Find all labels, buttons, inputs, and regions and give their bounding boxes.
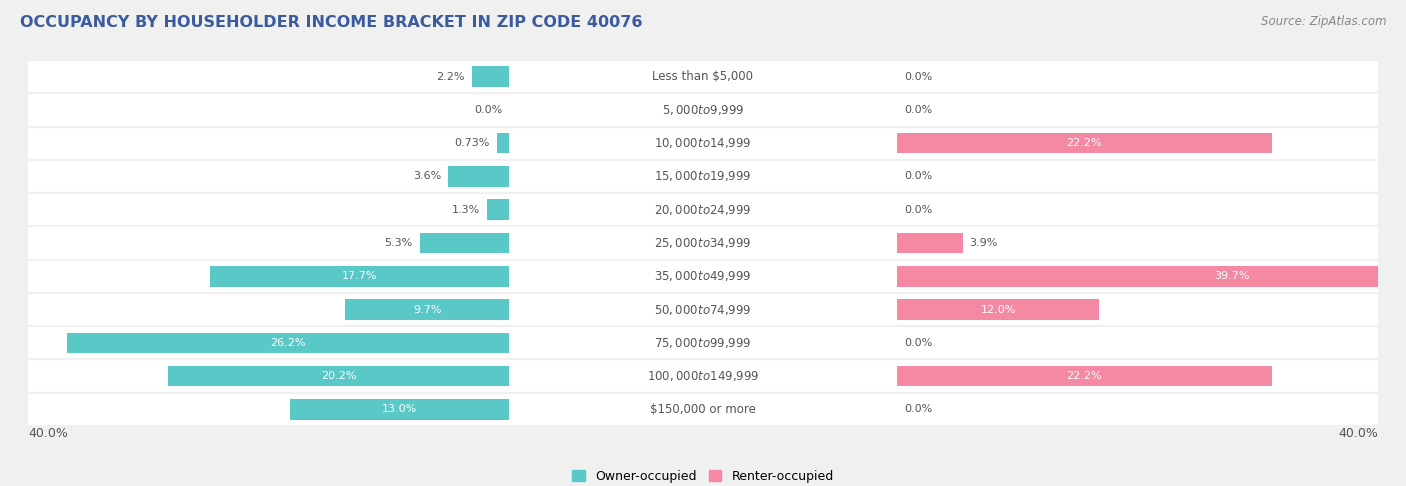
Text: 12.0%: 12.0% <box>980 305 1017 314</box>
Bar <box>449 166 509 187</box>
Bar <box>897 233 963 253</box>
Text: 22.2%: 22.2% <box>1067 138 1102 148</box>
Bar <box>28 93 1378 126</box>
Bar <box>28 126 1378 160</box>
Bar <box>486 199 509 220</box>
Bar <box>897 133 1271 154</box>
Text: $15,000 to $19,999: $15,000 to $19,999 <box>654 170 752 183</box>
Text: 0.0%: 0.0% <box>904 205 932 215</box>
Text: Source: ZipAtlas.com: Source: ZipAtlas.com <box>1261 15 1386 28</box>
Text: 20.2%: 20.2% <box>321 371 356 381</box>
Bar <box>211 266 509 287</box>
Text: 39.7%: 39.7% <box>1215 271 1250 281</box>
Bar <box>28 393 1378 426</box>
Text: $5,000 to $9,999: $5,000 to $9,999 <box>662 103 744 117</box>
Bar <box>496 133 509 154</box>
Text: 3.6%: 3.6% <box>413 172 441 181</box>
Text: 13.0%: 13.0% <box>381 404 418 415</box>
Text: 0.0%: 0.0% <box>904 404 932 415</box>
Bar <box>28 326 1378 360</box>
Bar <box>28 160 1378 193</box>
Legend: Owner-occupied, Renter-occupied: Owner-occupied, Renter-occupied <box>568 465 838 486</box>
Text: $50,000 to $74,999: $50,000 to $74,999 <box>654 303 752 316</box>
Bar <box>290 399 509 420</box>
Bar <box>28 360 1378 393</box>
Bar <box>472 66 509 87</box>
Text: 17.7%: 17.7% <box>342 271 377 281</box>
Bar <box>28 226 1378 260</box>
Text: $20,000 to $24,999: $20,000 to $24,999 <box>654 203 752 217</box>
Text: 3.9%: 3.9% <box>970 238 998 248</box>
Text: $100,000 to $149,999: $100,000 to $149,999 <box>647 369 759 383</box>
Text: 40.0%: 40.0% <box>28 427 67 440</box>
Text: $10,000 to $14,999: $10,000 to $14,999 <box>654 136 752 150</box>
Bar <box>419 233 509 253</box>
Text: 1.3%: 1.3% <box>453 205 481 215</box>
Text: 9.7%: 9.7% <box>413 305 441 314</box>
Bar <box>897 366 1271 386</box>
Bar <box>169 366 509 386</box>
Text: $75,000 to $99,999: $75,000 to $99,999 <box>654 336 752 350</box>
Text: $150,000 or more: $150,000 or more <box>650 403 756 416</box>
Bar <box>897 299 1099 320</box>
Text: 0.0%: 0.0% <box>904 105 932 115</box>
Text: 2.2%: 2.2% <box>437 71 465 82</box>
Text: 40.0%: 40.0% <box>1339 427 1378 440</box>
Text: 0.73%: 0.73% <box>454 138 489 148</box>
Text: 5.3%: 5.3% <box>385 238 413 248</box>
Bar <box>346 299 509 320</box>
Text: $25,000 to $34,999: $25,000 to $34,999 <box>654 236 752 250</box>
Bar <box>28 60 1378 93</box>
Text: 0.0%: 0.0% <box>904 338 932 348</box>
Text: 0.0%: 0.0% <box>474 105 502 115</box>
Text: 22.2%: 22.2% <box>1067 371 1102 381</box>
Text: 0.0%: 0.0% <box>904 71 932 82</box>
Bar <box>28 260 1378 293</box>
Bar <box>28 193 1378 226</box>
Text: OCCUPANCY BY HOUSEHOLDER INCOME BRACKET IN ZIP CODE 40076: OCCUPANCY BY HOUSEHOLDER INCOME BRACKET … <box>20 15 643 30</box>
Text: $35,000 to $49,999: $35,000 to $49,999 <box>654 269 752 283</box>
Bar <box>897 266 1406 287</box>
Text: 0.0%: 0.0% <box>904 172 932 181</box>
Text: Less than $5,000: Less than $5,000 <box>652 70 754 83</box>
Text: 26.2%: 26.2% <box>270 338 305 348</box>
Bar <box>28 293 1378 326</box>
Bar <box>67 332 509 353</box>
